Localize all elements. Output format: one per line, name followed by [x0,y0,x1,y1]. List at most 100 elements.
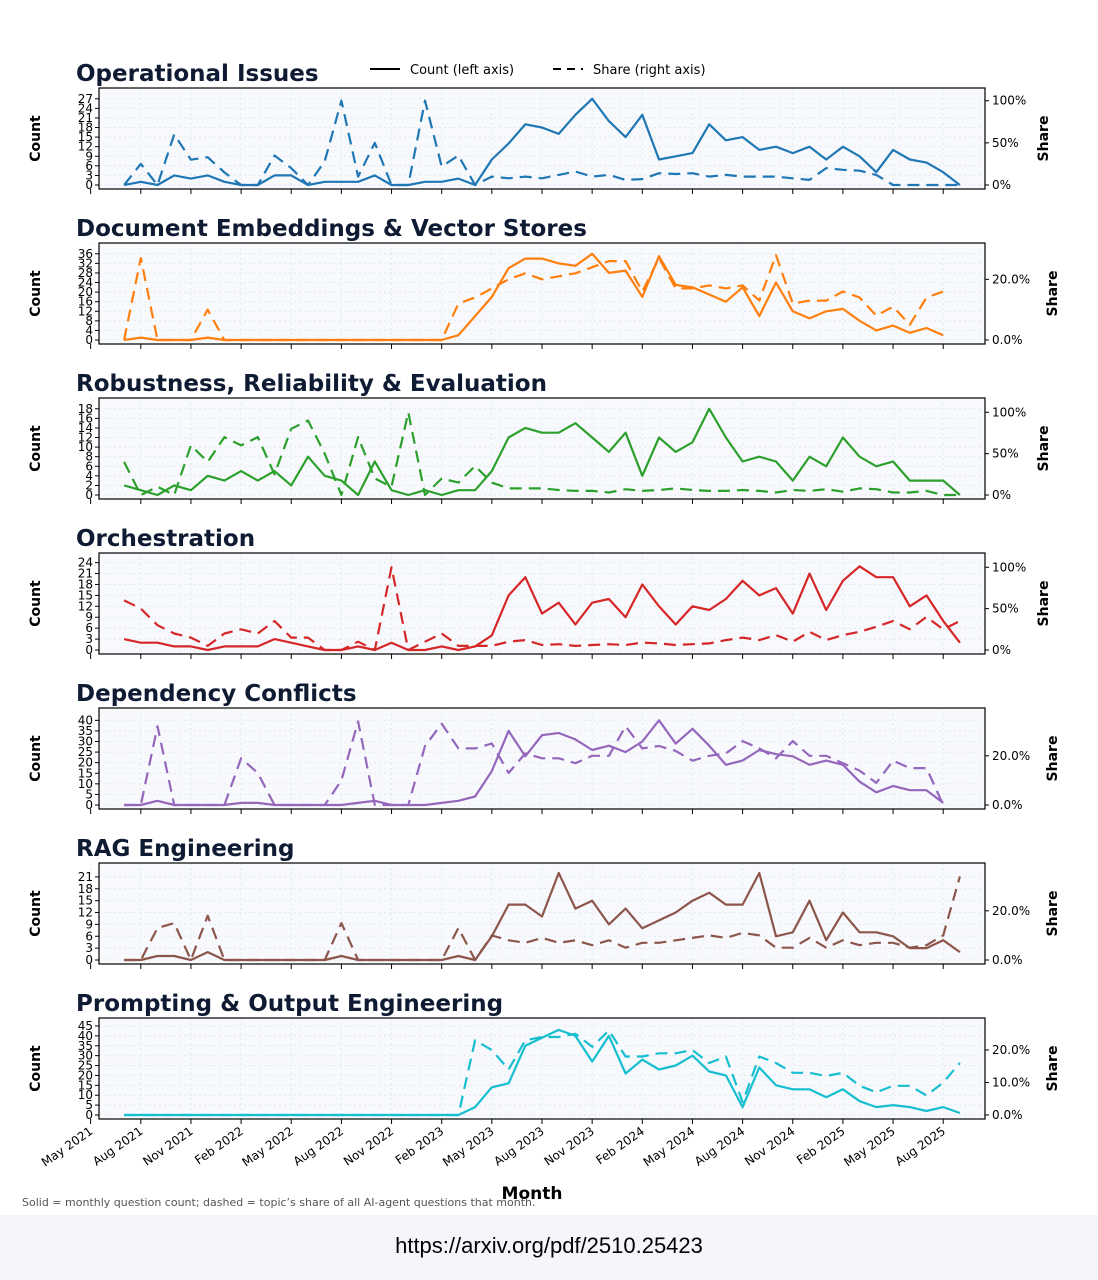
share-tick-label: 0.0% [992,333,1023,347]
panel-title: Orchestration [76,526,255,552]
y-tick-label: 3 [85,632,93,646]
y-tick-label: 9 [85,149,93,163]
y-axis-label: Count [28,115,44,162]
y-tick-label: 10 [78,777,93,791]
share-tick-label: 0.0% [992,1108,1023,1122]
y-tick-label: 6 [85,929,93,943]
share-tick-label: 0.0% [992,953,1023,967]
y-tick-label: 5 [85,787,93,801]
x-tick-label: Nov 2023 [542,1124,597,1169]
share-tick-label: 50% [992,602,1019,616]
count-series-line [123,407,961,497]
count-series-line [123,565,961,652]
legend-count-label: Count (left axis) [410,63,514,78]
x-tick-label: May 2024 [641,1124,698,1169]
share-tick-label: 0% [992,488,1011,502]
y2-axis-label: Share [1045,1046,1061,1092]
y-tick-label: 8 [85,450,93,464]
share-tick-label: 0% [992,178,1011,192]
y-tick-label: 35 [78,724,93,738]
share-tick-label: 100% [992,560,1026,574]
share-series-line [123,254,944,342]
y2-axis-label: Share [1045,891,1061,937]
y-tick-label: 25 [78,1059,93,1073]
y-tick-label: 0 [85,178,93,192]
x-tick-label: May 2021 [39,1124,96,1169]
plot-frame [98,242,986,345]
y-tick-label: 6 [85,159,93,173]
plot-frame [98,707,986,810]
y-tick-label: 25 [78,745,93,759]
share-tick-label: 50% [992,136,1019,150]
panel-title: Prompting & Output Engineering [76,991,503,1017]
y-tick-label: 24 [78,276,93,290]
y-tick-label: 30 [78,1049,93,1063]
y-tick-label: 2 [85,478,93,492]
y-tick-label: 18 [78,882,93,896]
x-tick-label: Aug 2023 [491,1124,546,1169]
y-tick-label: 21 [78,567,93,581]
y-tick-label: 15 [78,766,93,780]
y-tick-label: 15 [78,130,93,144]
y-tick-label: 12 [78,599,93,613]
y-tick-label: 18 [78,402,93,416]
y-axis-label: Count [28,735,44,782]
chart: Count (left axis) Share (right axis) Opera… [28,61,1061,1204]
x-tick-label: May 2022 [239,1124,296,1169]
share-tick-label: 100% [992,94,1026,108]
y-tick-label: 21 [78,870,93,884]
y-tick-label: 15 [78,588,93,602]
x-tick-label: Feb 2025 [794,1124,848,1167]
y-tick-label: 36 [78,247,93,261]
legend-share-label: Share (right axis) [593,63,706,78]
legend: Count (left axis) Share (right axis) [370,63,706,78]
y-tick-label: 12 [78,140,93,154]
count-series-line [123,97,961,187]
share-series-line [124,1029,961,1117]
y-tick-label: 9 [85,610,93,624]
y-tick-label: 0 [85,953,93,967]
x-tick-label: Nov 2022 [341,1124,396,1169]
panel: Robustness, Reliability & Evaluation 0246… [28,371,1052,504]
y-tick-label: 18 [78,577,93,591]
y-tick-label: 10 [78,440,93,454]
source-url[interactable]: https://arxiv.org/pdf/2510.25423 [395,1233,703,1258]
panel-title: RAG Engineering [76,836,294,862]
share-series-line [123,566,961,652]
share-tick-label: 100% [992,405,1026,419]
share-series-line [124,720,945,807]
share-tick-label: 20.0% [992,1043,1030,1057]
share-series-line [124,876,961,962]
panel: Document Embeddings & Vector Stores 04812… [28,216,1061,349]
panel: Prompting & Output Engineering 0510152025… [28,991,1061,1124]
y-tick-label: 3 [85,168,93,182]
x-tick-label: Aug 2022 [291,1124,346,1169]
share-tick-label: 20.0% [992,904,1030,918]
y-tick-label: 10 [78,1088,93,1102]
y-tick-label: 6 [85,621,93,635]
y-tick-label: 0 [85,643,93,657]
y-axis-label: Count [28,425,44,472]
y-axis-label: Count [28,580,44,627]
y-axis-label: Count [28,270,44,317]
share-series-line [123,99,960,187]
share-tick-label: 0% [992,643,1011,657]
plot-frame [98,87,986,190]
y-tick-label: 14 [78,421,93,435]
plot-frame [98,397,986,500]
y2-axis-label: Share [1036,116,1052,162]
share-series-line [123,411,960,497]
x-tick-label: Aug 2024 [692,1124,747,1169]
y-tick-label: 27 [78,92,93,106]
y-tick-label: 40 [78,1029,93,1043]
y-tick-label: 18 [78,121,93,135]
x-tick-label: May 2023 [440,1124,497,1169]
panel-title: Operational Issues [76,61,319,87]
x-tick-label: May 2025 [841,1124,898,1169]
x-tick-label: Aug 2025 [893,1124,948,1169]
count-series-line [124,871,961,962]
y-tick-label: 21 [78,111,93,125]
y-tick-label: 15 [78,894,93,908]
y-tick-label: 16 [78,411,93,425]
y-axis-label: Count [28,1045,44,1092]
